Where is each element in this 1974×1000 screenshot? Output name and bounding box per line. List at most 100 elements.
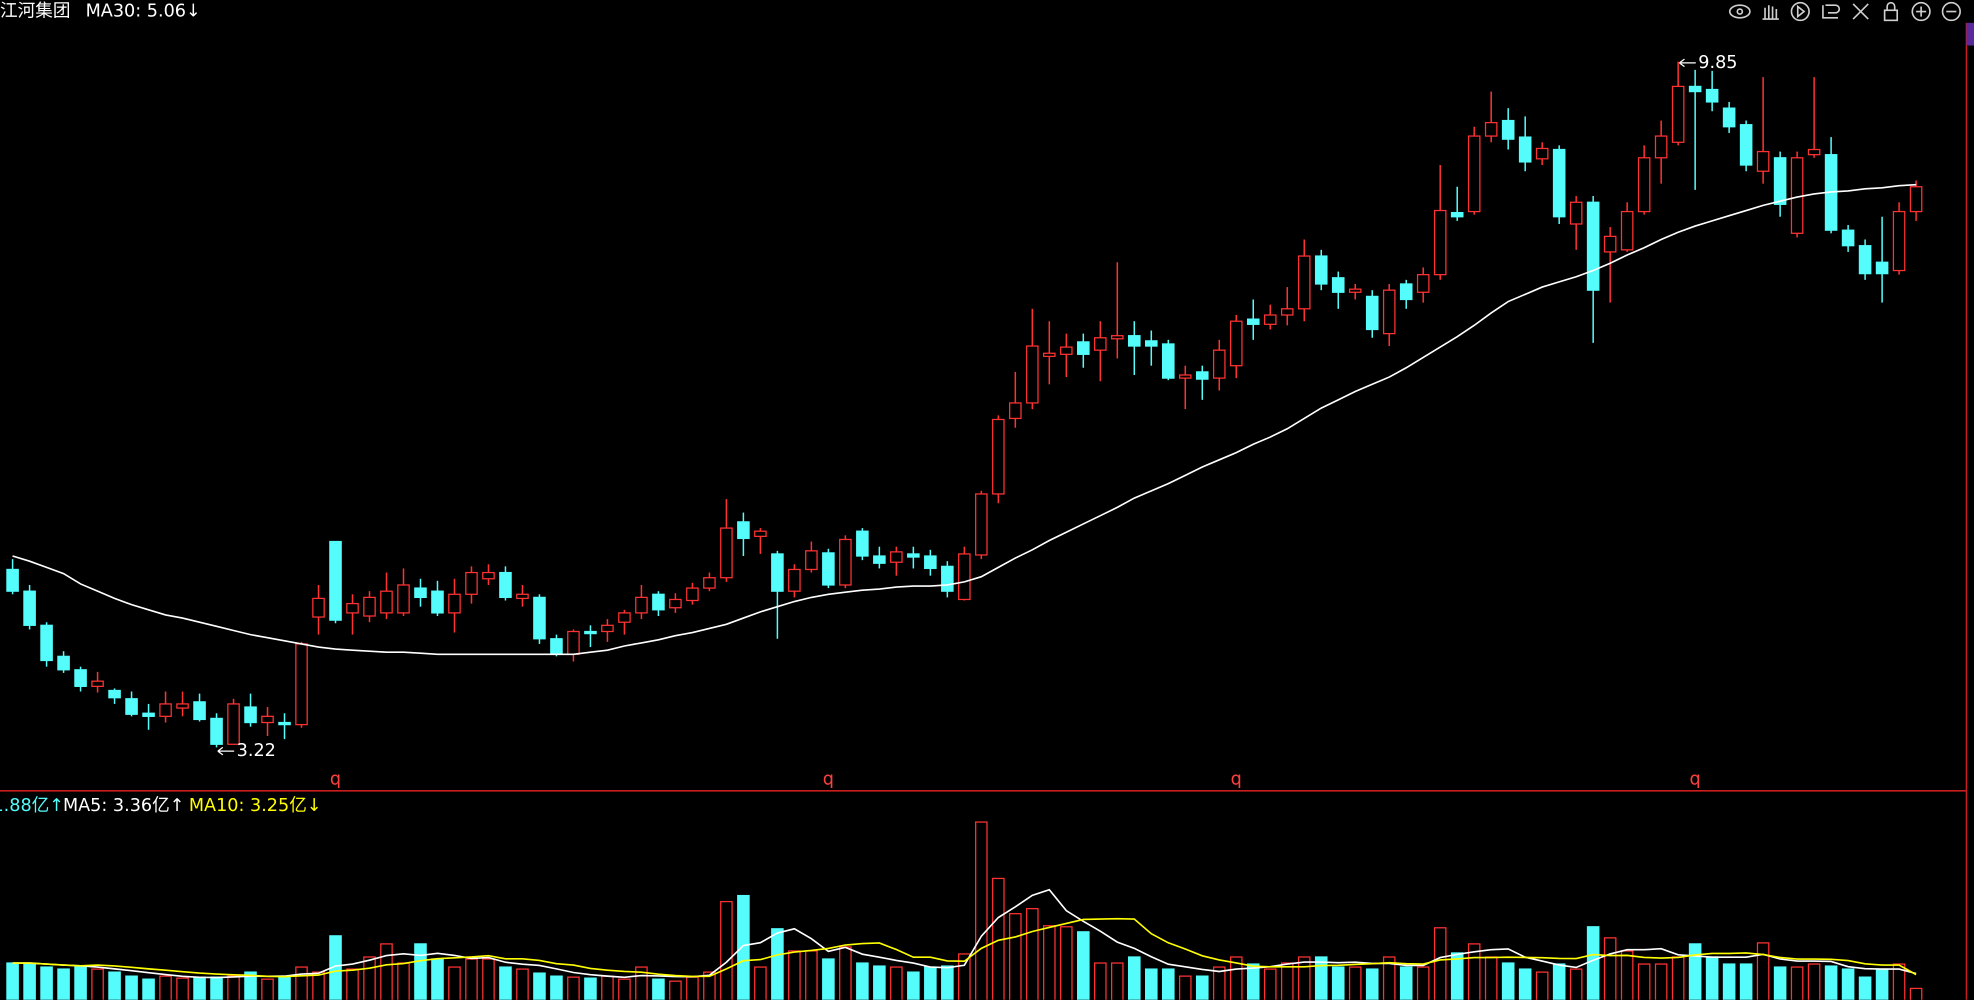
volume-bar — [652, 978, 665, 1000]
volume-bar — [635, 966, 648, 1000]
eye-icon[interactable] — [1728, 4, 1751, 19]
candle-body — [1161, 343, 1175, 379]
candle-body — [958, 553, 971, 601]
candle-body — [1620, 210, 1634, 251]
volume-bar — [91, 968, 104, 1000]
volume-bar — [1518, 968, 1532, 1000]
volume-bar — [159, 975, 172, 1000]
candle-body — [414, 587, 427, 599]
candle-body — [1637, 157, 1651, 213]
candle-body — [6, 568, 19, 592]
eye-pupil — [1736, 8, 1744, 15]
volume-legend: MA10: 3.25亿↓ — [189, 796, 322, 816]
candle-body — [1858, 245, 1872, 275]
candle-body — [516, 593, 529, 600]
candle-body — [618, 612, 631, 623]
volume-bar — [380, 943, 393, 1000]
volume-bar — [1739, 963, 1753, 1000]
volume-bar — [1314, 956, 1328, 1000]
candle-body — [1739, 124, 1753, 166]
candle-body — [1229, 320, 1243, 367]
volume-bar — [1858, 976, 1872, 1000]
volume-bar — [1569, 968, 1583, 1000]
lock-shackle — [1886, 1, 1896, 11]
volume-bar — [278, 975, 291, 1000]
volume-bar — [142, 978, 155, 1000]
candle-body — [1688, 85, 1702, 93]
ma10-line — [12, 917, 1917, 978]
candle-body — [1212, 349, 1226, 379]
candle-body — [227, 703, 240, 745]
volume-bar — [822, 958, 835, 1000]
candle-body — [329, 540, 342, 621]
stock-name: 江河集团 — [0, 2, 70, 22]
volume-bar — [771, 928, 784, 1000]
candle-body — [1365, 295, 1379, 331]
candle-body — [295, 643, 308, 726]
volume-bar — [346, 968, 359, 1000]
candle-body — [635, 596, 648, 614]
candle-body — [1909, 186, 1923, 213]
candle-body — [788, 568, 801, 592]
candle-body — [1875, 261, 1889, 275]
volume-bar — [550, 975, 563, 1000]
volume-bar — [244, 971, 257, 1000]
candle-body — [1026, 345, 1039, 404]
lock-icon[interactable] — [1883, 9, 1899, 22]
volume-bar — [1399, 966, 1413, 1000]
scissors-icon[interactable] — [1852, 3, 1869, 20]
candle-body — [1263, 314, 1277, 325]
volume-bar — [1756, 942, 1770, 1000]
annotation-label: 3.22 — [237, 741, 276, 761]
candle-body — [244, 706, 257, 724]
volume-bar — [1128, 956, 1141, 1000]
candle-body — [482, 571, 495, 580]
volume-bar — [1009, 913, 1022, 1000]
volume-bar — [1807, 963, 1821, 1000]
candle-body — [1705, 88, 1719, 103]
candle-body — [23, 590, 36, 626]
volume-bar — [482, 958, 495, 1000]
candle-body — [1892, 210, 1906, 272]
candle-body — [91, 680, 104, 687]
candle-body — [1603, 235, 1617, 253]
volume-bar — [839, 946, 852, 1000]
volume-bar — [1620, 950, 1634, 1000]
volume-bar — [1331, 966, 1345, 1000]
volume-bar — [1892, 963, 1906, 1000]
ma5-line — [12, 888, 1917, 979]
candle-body — [176, 703, 189, 709]
ma30-line — [12, 183, 1917, 656]
volume-bar — [1094, 962, 1107, 1000]
candle-body — [1671, 85, 1685, 143]
candle-body — [1111, 335, 1124, 340]
volume-bar — [176, 977, 189, 1000]
undo-icon[interactable] — [1822, 4, 1841, 19]
candle-body — [57, 655, 70, 671]
volume-bar — [1603, 937, 1617, 1000]
volume-bar — [1212, 966, 1226, 1000]
candle-body — [873, 555, 886, 564]
volume-bar — [40, 966, 53, 1000]
play-icon[interactable] — [1790, 1, 1810, 22]
volume-bar — [975, 821, 988, 1000]
candle-body — [703, 577, 716, 589]
candle-body — [312, 597, 325, 618]
hand-icon[interactable] — [1762, 5, 1779, 20]
volume-bar — [1705, 956, 1719, 1000]
volume-panel — [6, 821, 1923, 1000]
volume-bar — [1586, 926, 1600, 1000]
volume-bar — [669, 980, 682, 1000]
volume-bar — [1416, 966, 1430, 1000]
zoom-in-icon[interactable] — [1911, 1, 1931, 22]
volume-legend: 1.88亿↑ — [0, 796, 64, 816]
volume-bar — [754, 966, 767, 1000]
zoom-out-icon[interactable] — [1941, 1, 1961, 22]
candle-body — [601, 624, 614, 633]
volume-bar — [23, 962, 36, 1000]
volume-bar — [1909, 987, 1923, 1000]
volume-bar — [1161, 968, 1175, 1000]
candle-body — [1297, 255, 1311, 310]
volume-bar — [1671, 956, 1685, 1000]
candle-body — [397, 584, 410, 614]
